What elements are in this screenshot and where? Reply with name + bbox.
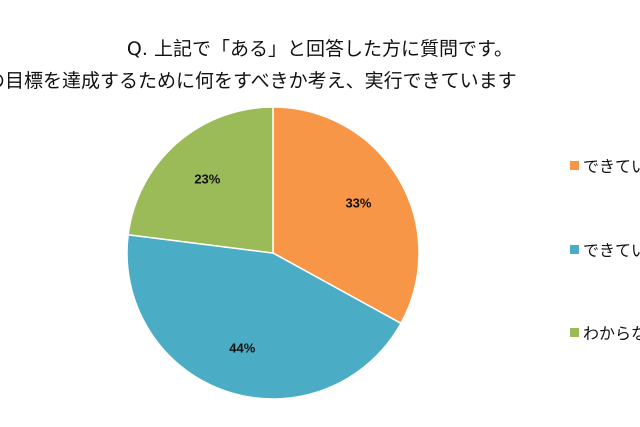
pie-slice-1	[126, 233, 402, 400]
legend-item-0: できてい	[570, 153, 640, 177]
data-label-1: 44%	[229, 340, 255, 355]
legend-label-2: わからな	[583, 324, 640, 343]
legend-swatch-1	[570, 244, 579, 254]
pie-slice-0	[272, 106, 420, 325]
legend-label-1: できてい	[583, 241, 640, 260]
legend-item-2: わからな	[570, 320, 640, 344]
chart-title-line1: Q. 上記で「ある」と回答した方に質問です。	[126, 38, 514, 60]
chart-title-line2: の目標を達成するために何をすべきか考え、実行できています	[0, 70, 517, 92]
data-label-2: 23%	[194, 172, 220, 187]
data-label-0: 33%	[345, 195, 371, 210]
legend-item-1: できてい	[570, 237, 640, 261]
legend-label-0: できてい	[583, 157, 640, 176]
pie-slice-2	[127, 106, 274, 254]
legend-swatch-2	[570, 327, 579, 337]
legend-swatch-0	[570, 160, 579, 170]
